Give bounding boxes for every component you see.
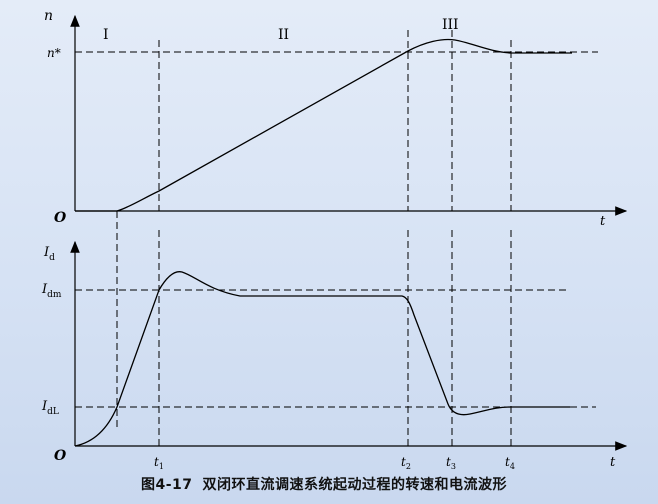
time-label-t2: t2 [401, 455, 411, 471]
current-x-axis-label: t [610, 455, 616, 470]
figure-caption-text: 双闭环直流调速系统起动过程的转速和电流波形 [202, 477, 508, 493]
current-curve [74, 271, 570, 447]
time-label-t1: t1 [154, 455, 164, 471]
time-label-t4: t4 [505, 455, 515, 471]
speed-curve [75, 38, 572, 212]
current-y-axis-label: Id [43, 245, 55, 263]
stage-label-3: III [442, 17, 459, 33]
current-origin-label: O [54, 448, 67, 464]
speed-origin-label: O [54, 210, 67, 226]
speed-y-axis-label: n [44, 8, 53, 24]
current-graph: Id t O Idm IdL t1 t2 t3 t4 [41, 211, 628, 471]
speed-x-axis-label: t [600, 214, 606, 229]
speed-graph: n t O n* I II III [44, 8, 628, 229]
n-star-label: n* [47, 46, 61, 60]
idm-label: Idm [41, 282, 62, 300]
figure-caption: 图4-17 双闭环直流调速系统起动过程的转速和电流波形 [0, 474, 658, 494]
figure-number: 图4-17 [140, 477, 193, 493]
stage-label-1: I [103, 27, 109, 43]
idl-label: IdL [41, 399, 59, 417]
time-label-t3: t3 [446, 455, 456, 471]
stage-label-2: II [278, 27, 289, 43]
